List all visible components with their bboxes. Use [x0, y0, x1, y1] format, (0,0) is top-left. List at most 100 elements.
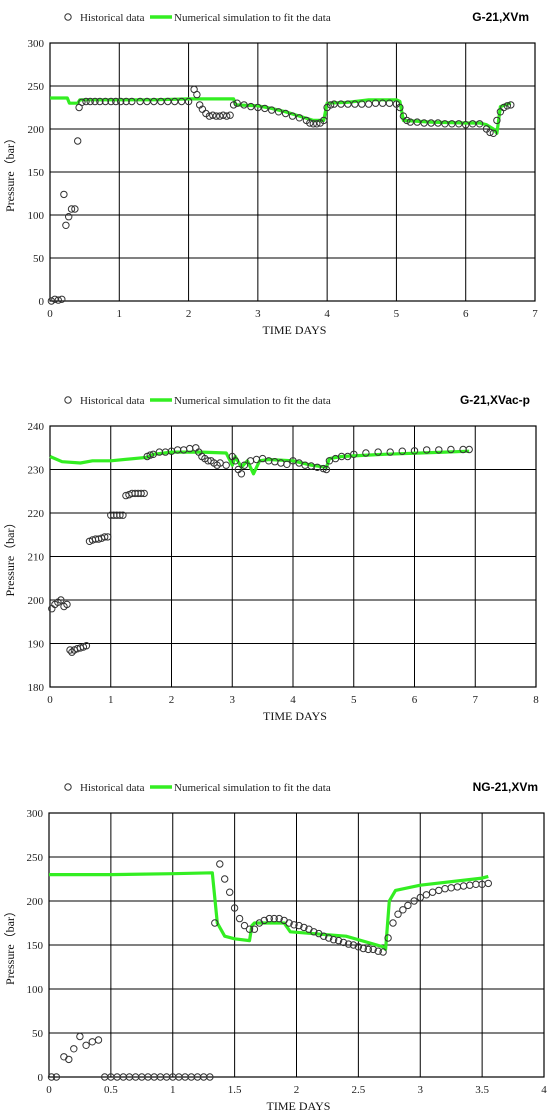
historical-data-point: [420, 119, 428, 127]
historical-data-point: [320, 116, 328, 125]
y-tick-label: 100: [27, 984, 44, 996]
historical-data-point: [435, 886, 443, 895]
legend-historical-marker: [64, 13, 72, 21]
historical-data-point: [240, 461, 249, 469]
historical-data-point: [240, 921, 249, 930]
historical-data-point: [386, 448, 394, 456]
legend-simulation-label: Numerical simulation to fit the data: [174, 12, 331, 24]
historical-data-point: [206, 1073, 214, 1081]
plot-frame: [49, 42, 536, 302]
historical-data-point: [475, 120, 484, 128]
historical-data-point: [209, 111, 217, 119]
historical-data-point: [237, 470, 246, 478]
historical-data-point: [300, 923, 308, 932]
historical-data-point: [378, 99, 387, 107]
legend: Historical data Numerical simulation to f…: [64, 782, 331, 794]
y-tick-label: 50: [32, 1028, 44, 1040]
legend: Historical data Numerical simulation to f…: [64, 12, 331, 24]
historical-data-point: [223, 112, 231, 120]
x-tick-label: 1: [117, 308, 123, 320]
y-tick-label: 190: [28, 639, 45, 651]
y-tick-label: 0: [39, 296, 45, 308]
grid: [48, 812, 545, 1078]
historical-data-point: [462, 121, 470, 129]
historical-data-point: [74, 137, 82, 145]
x-tick-label: 0: [46, 1084, 52, 1096]
historical-data-point: [374, 448, 382, 456]
historical-data-point: [229, 101, 238, 109]
x-axis-label: TIME DAYS: [267, 1099, 331, 1113]
historical-data-point: [313, 120, 321, 128]
legend-simulation-label: Numerical simulation to fit the data: [174, 782, 331, 794]
x-tick-label: 5: [351, 694, 357, 706]
historical-data-point: [500, 103, 508, 112]
historical-data-point: [503, 102, 511, 110]
historical-data-point: [268, 106, 276, 114]
historical-data-point: [107, 97, 115, 106]
historical-data-point: [288, 112, 297, 120]
x-tick-label: 0.5: [104, 1084, 118, 1096]
historical-data-point: [68, 648, 76, 656]
historical-data-point: [416, 893, 424, 902]
historical-data-point: [245, 925, 254, 933]
chart-title: G-21,XVac-p: [460, 393, 530, 407]
historical-data-point: [359, 944, 367, 953]
y-tick-label: 240: [28, 421, 45, 433]
historical-data-point: [295, 114, 304, 122]
x-tick-label: 2: [186, 308, 192, 320]
historical-data-point: [184, 97, 193, 106]
y-tick-label: 200: [27, 896, 44, 908]
historical-data-point: [468, 120, 477, 128]
historical-data-point: [413, 118, 421, 126]
historical-data-point: [270, 914, 278, 923]
historical-data-point: [226, 111, 234, 119]
historical-data-point: [369, 945, 377, 954]
chart-1-g21-xvm: Historical data Numerical simulation to f…: [3, 10, 538, 337]
y-tick-label: 100: [28, 210, 45, 222]
historical-data-point: [410, 447, 419, 455]
x-tick-label: 7: [532, 308, 538, 320]
historical-data-point: [379, 948, 387, 956]
historical-data-point: [63, 600, 71, 609]
historical-data-point: [404, 901, 412, 910]
historical-data-point: [309, 120, 317, 128]
historical-data-point: [320, 932, 328, 940]
y-tick-label: 50: [33, 253, 45, 265]
historical-data-point: [240, 101, 248, 109]
historical-data-point: [306, 119, 314, 127]
x-tick-label: 4: [324, 308, 330, 320]
historical-data-point: [322, 465, 331, 474]
y-tick-label: 250: [27, 852, 44, 864]
historical-data-point: [70, 1045, 78, 1053]
historical-data-point: [265, 914, 273, 923]
historical-data-point: [247, 102, 255, 111]
x-tick-label: 8: [533, 694, 539, 706]
historical-data-point: [489, 129, 498, 138]
y-axis-label: Pressure（bar）: [3, 517, 17, 597]
chart-title: G-21,XVm: [472, 10, 529, 24]
y-tick-label: 200: [28, 124, 45, 136]
historical-series: [48, 444, 473, 656]
historical-data-point: [86, 97, 94, 106]
historical-data-point: [171, 97, 179, 106]
historical-data-point: [350, 450, 358, 459]
historical-data-point: [54, 296, 62, 304]
historical-data-point: [423, 446, 431, 454]
historical-data-point: [339, 938, 348, 947]
historical-data-point: [104, 533, 112, 541]
historical-data-point: [344, 940, 353, 948]
historical-data-point: [78, 98, 86, 107]
historical-data-point: [116, 511, 124, 519]
y-tick-label: 250: [28, 81, 45, 93]
historical-data-point: [351, 100, 359, 108]
legend-historical-label: Historical data: [80, 395, 145, 407]
plot-frame: [49, 425, 537, 688]
y-axis-label: Pressure（bar）: [3, 132, 17, 212]
historical-data-point: [334, 936, 343, 945]
y-tick-label: 300: [28, 38, 45, 50]
x-tick-label: 0: [47, 308, 53, 320]
y-tick-label: 210: [28, 552, 45, 564]
historical-data-point: [434, 119, 442, 127]
historical-data-point: [58, 295, 66, 303]
y-tick-label: 300: [27, 808, 44, 820]
